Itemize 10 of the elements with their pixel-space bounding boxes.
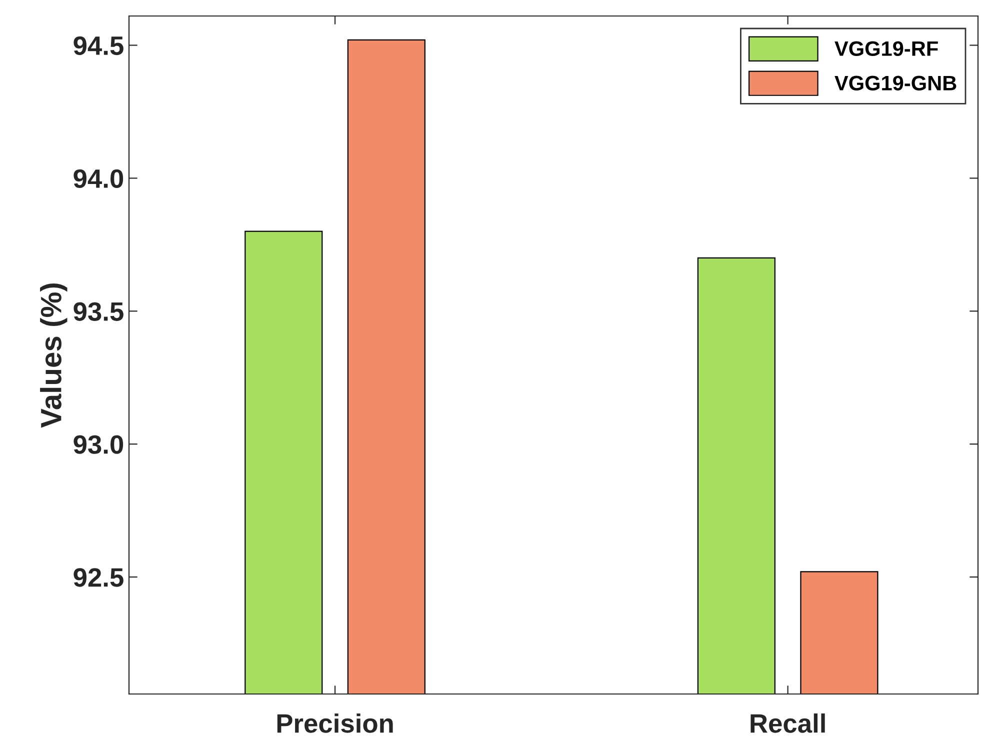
x-tick-label: Recall [750,713,825,733]
y-tick-label: 94.0 [74,169,124,188]
y-axis-title: Values (%) [40,284,68,428]
y-tick-label: 92.5 [74,568,124,587]
legend-label: VGG19-RF [834,41,938,56]
y-tick-label: 94.5 [74,36,124,56]
y-tick-label: 93.5 [74,302,124,321]
legend-label: VGG19-GNB [834,76,956,90]
y-tick-label: 93.0 [74,435,124,454]
x-tick-label: Precision [277,713,393,733]
